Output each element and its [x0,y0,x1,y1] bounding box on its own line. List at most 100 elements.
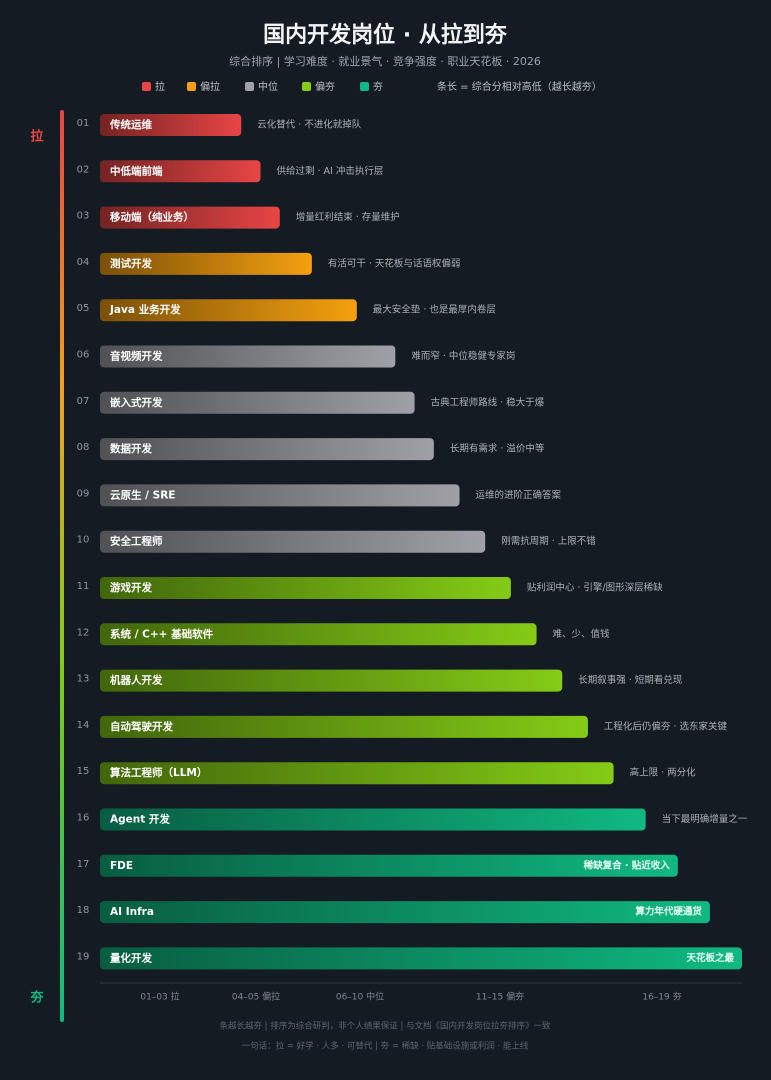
rank-label: 15 [77,766,90,777]
rank-label: 03 [77,211,90,222]
bar-note: 刚需抗周期 · 上限不错 [501,535,596,547]
bar-note: 运维的进阶正确答案 [476,489,562,501]
rank-label: 19 [77,951,90,962]
legend-note: 条长 = 综合分相对高低（越长越夯） [437,80,602,93]
bar-note: 长期叙事强 · 短期看兑现 [578,674,683,686]
rank-label: 07 [77,396,90,407]
group-label: 11–15 偏夯 [476,991,524,1003]
axis-top-label: 拉 [30,129,43,145]
rank-label: 17 [77,859,90,870]
legend-swatch [142,82,151,91]
bar [100,530,486,553]
legend-label: 中位 [258,80,278,93]
bar [100,854,678,877]
bar [100,577,511,599]
legend-swatch [302,82,311,91]
legend-label: 偏拉 [200,80,220,93]
bar-note: 供给过剩 · AI 冲击执行层 [277,165,384,177]
bar-label: 安全工程师 [110,535,163,548]
rank-label: 10 [77,535,90,546]
bar [100,947,742,970]
bar-note: 稀缺复合 · 贴近收入 [584,859,671,871]
bar-label: 音视频开发 [110,350,163,363]
axis-bottom-label: 夯 [29,990,44,1006]
legend-label: 夯 [373,80,383,93]
rank-label: 12 [77,627,90,638]
bar-label: Agent 开发 [110,813,170,826]
rank-label: 05 [77,303,90,314]
bar [100,160,261,183]
bar-label: 云原生 / SRE [110,488,175,501]
legend-swatch [187,82,196,91]
legend-label: 拉 [155,80,165,93]
bar [100,391,415,414]
rank-label: 06 [77,350,90,361]
bar [100,762,614,785]
bar [100,345,396,368]
bar-label: 中低端前端 [110,164,163,177]
bar [100,484,460,507]
rank-label: 02 [77,164,90,175]
bar-note: 最大安全垫 · 也是最厚内卷层 [373,304,496,316]
bar [100,114,242,136]
bar-note: 天花板之最 [686,952,734,964]
bar-note: 云化替代 · 不进化就掉队 [257,119,362,131]
chart-title: 国内开发岗位 · 从拉到夯 [263,22,508,48]
bar [100,206,280,229]
bar [100,299,357,322]
bar-label: 游戏开发 [110,581,152,594]
bar-note: 贴利润中心 · 引擎/图形深层稀缺 [527,582,663,594]
rank-label: 11 [77,581,90,592]
bar-note: 难、少、值钱 [553,628,611,640]
rank-label: 04 [77,257,90,268]
bar-label: 数据开发 [109,442,152,455]
bar-note: 增量红利结束 · 存量维护 [296,211,400,223]
bar [100,252,312,275]
bar [100,715,588,738]
group-label: 04–05 偏拉 [232,991,280,1003]
bar [100,669,563,692]
bar-note: 有活可干 · 天花板与话语权偏弱 [328,257,461,269]
bar-label: 传统运维 [109,118,152,131]
bar-label: Java 业务开发 [109,303,181,316]
group-label: 16–19 夯 [642,991,681,1003]
bar-label: 嵌入式开发 [110,396,163,409]
rank-label: 16 [77,813,90,824]
rank-label: 01 [77,118,90,129]
bar-label: 系统 / C++ 基础软件 [110,627,214,640]
rank-label: 14 [77,720,90,731]
bar-note: 古典工程师路线 · 稳大于爆 [431,396,545,408]
bar-note: 当下最明确增量之一 [662,813,748,825]
legend-swatch [360,82,369,91]
rank-label: 13 [77,674,90,685]
bar-label: AI Infra [110,906,154,918]
legend-swatch [245,82,254,91]
rank-label: 09 [77,488,90,499]
bar-label: 测试开发 [110,257,152,270]
bar [100,623,537,646]
footer: 条越长越夯 | 排序为综合研判，非个人绩果保证 | 与文档《国内开发岗位拉夯排序… [219,1021,551,1032]
bar-note: 工程化后仍偏夯 · 选东家关键 [604,720,728,732]
bar-note: 长期有需求 · 溢价中等 [450,443,545,455]
bar-label: 自动驾驶开发 [110,720,173,733]
legend-label: 偏夯 [315,80,335,93]
bar-note: 难而窄 · 中位稳健专家岗 [411,350,515,362]
bar [100,901,710,924]
bar-label: FDE [110,860,133,872]
rank-label: 08 [77,442,90,453]
footer: 一句话：拉 = 好学 · 人多 · 可替代 | 夯 = 稀缺 · 贴基础设施或利… [242,1041,529,1052]
bar [100,808,646,831]
bar-label: 移动端（纯业务） [110,211,194,224]
group-label: 01–03 拉 [140,991,179,1003]
rank-label: 18 [77,905,90,916]
bar-label: 机器人开发 [110,674,163,687]
subtitle: 综合排序 | 学习难度 · 就业景气 · 竞争强度 · 职业天花板 · 2026 [229,54,541,68]
axis-spine [60,110,64,1022]
bar-label: 量化开发 [110,951,152,964]
bar-note: 高上限 · 两分化 [630,767,697,779]
group-label: 06–10 中位 [336,991,384,1003]
bar-note: 算力年代硬通货 [635,906,702,918]
bar-label: 算法工程师（LLM） [110,766,207,779]
bar [100,438,434,461]
